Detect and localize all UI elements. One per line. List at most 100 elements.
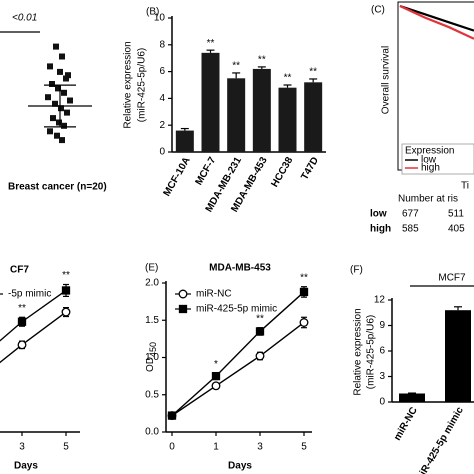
y-axis-label: Relative expression [123, 41, 134, 128]
y-tick-label: 4 [159, 93, 165, 104]
y-axis-label: Overall survival [381, 46, 392, 114]
x-tick-label: HCC38 [269, 155, 295, 189]
x-tick-label: T47D [299, 155, 321, 182]
legend-title: Expression [405, 146, 454, 157]
panel-label: (C) [371, 5, 385, 16]
legend-box [401, 143, 474, 175]
y-tick-label: 0.5 [145, 389, 159, 400]
legend-label: miR-425-5p mimic [196, 304, 277, 315]
panel-label: (E) [145, 263, 158, 274]
significance: ** [18, 303, 26, 314]
marker [211, 381, 221, 391]
risk-count: 677 [402, 209, 419, 220]
dot [59, 53, 65, 60]
series-line [0, 311, 67, 364]
dot [56, 119, 62, 126]
dot [47, 63, 53, 70]
marker [178, 304, 188, 314]
dot [53, 43, 59, 50]
risk-row-label: low [370, 209, 387, 220]
significance: ** [62, 270, 70, 281]
y-tick-label: 0 [159, 147, 165, 158]
marker [61, 307, 71, 317]
significance: ** [284, 73, 292, 84]
x-tick-label: 5 [301, 442, 307, 453]
x-tick-label: 3 [257, 442, 263, 453]
marker [299, 318, 309, 327]
x-axis-label: Days [14, 461, 38, 472]
dot [58, 105, 64, 112]
dot [52, 100, 58, 107]
chart-title: MCF7 [438, 273, 466, 284]
marker [167, 411, 177, 420]
series-line [171, 321, 305, 417]
bar [278, 87, 297, 152]
significance: ** [207, 38, 215, 49]
y-tick-label: 12 [374, 295, 386, 306]
significance: ** [258, 55, 266, 66]
y-tick-label: 2 [159, 120, 165, 131]
risk-axis-label: Ti [461, 181, 469, 192]
panel-label: (B) [146, 7, 159, 18]
x-tick-label: 1 [213, 442, 219, 453]
marker [255, 327, 265, 336]
significance: ** [309, 67, 317, 78]
bar [201, 52, 220, 153]
series-line [171, 291, 305, 417]
bar [445, 310, 471, 402]
y-tick-label: 3 [379, 371, 385, 382]
y-tick-label: 10 [154, 13, 166, 24]
chart-title: CF7 [10, 265, 29, 276]
marker [299, 287, 309, 297]
significance: ** [300, 272, 308, 283]
x-tick-label: 3 [19, 442, 25, 453]
bar [227, 78, 246, 152]
x-tick-label: 0 [169, 442, 175, 453]
p-value: <0.01 [12, 13, 37, 24]
dot [54, 132, 60, 139]
legend-label: high [421, 163, 440, 174]
bar [304, 82, 323, 152]
dot [65, 72, 71, 79]
y-axis-label-sub: 450 [148, 342, 158, 357]
bar [252, 68, 271, 152]
dot [63, 75, 69, 82]
x-tick-label: miR-NC [392, 405, 420, 442]
dot [57, 68, 63, 75]
dot [55, 85, 61, 92]
dot [67, 97, 73, 104]
risk-count: 585 [402, 224, 419, 235]
dot [45, 94, 51, 101]
marker [255, 351, 265, 361]
significance: * [214, 359, 218, 370]
risk-count: 511 [448, 209, 464, 220]
x-tick-label: miR-425-5p mimic [414, 405, 467, 474]
x-tick-label: 5 [63, 442, 69, 453]
y-tick-label: 0 [379, 397, 385, 408]
y-tick-label: 6 [379, 346, 385, 357]
y-axis-label-main: OD [145, 357, 156, 372]
significance: ** [256, 313, 264, 324]
y-axis-label: (miR-425-5p/U6) [366, 315, 377, 389]
y-tick-label: 0.0 [145, 427, 159, 438]
survival-curve [399, 4, 474, 32]
significance: ** [232, 61, 240, 72]
y-tick-label: 8 [159, 39, 165, 50]
dot [50, 115, 56, 122]
y-axis-label: OD450 [145, 342, 159, 372]
risk-row-label: high [370, 224, 391, 235]
series-line [0, 289, 67, 342]
y-axis-label: (miR-425-5p/U6) [137, 48, 148, 122]
marker [178, 289, 188, 299]
risk-count: 405 [448, 224, 465, 235]
dot [61, 89, 67, 96]
y-tick-label: 1.5 [145, 315, 159, 326]
dot [61, 122, 67, 129]
y-tick-label: 1.0 [145, 352, 159, 363]
marker [211, 371, 221, 381]
panel-label: (F) [350, 265, 363, 276]
x-axis-label: Days [228, 461, 252, 472]
y-tick-label: 6 [159, 66, 165, 77]
x-tick-label: MCF-7 [194, 155, 219, 187]
